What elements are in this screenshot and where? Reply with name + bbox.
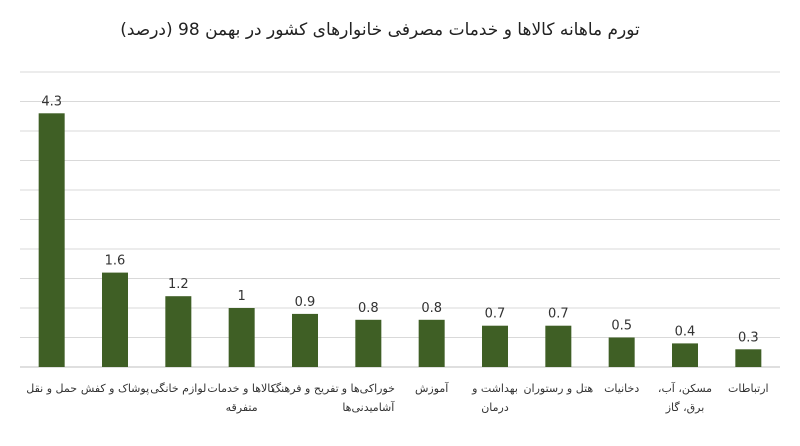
bar-value-label: 0.4 — [675, 324, 696, 339]
bar-value-label: 0.7 — [548, 307, 569, 322]
category-label: ارتباطات — [728, 382, 769, 395]
bar-value-label: 0.5 — [611, 319, 632, 334]
bar — [672, 343, 698, 367]
bar — [418, 319, 445, 367]
bar — [292, 313, 318, 367]
bar-value-label: 1.6 — [105, 254, 126, 269]
category-label: مسکن، آب، برق، گاز — [657, 382, 713, 414]
bars — [38, 113, 762, 367]
category-label: پوشاک و کفش — [80, 382, 150, 395]
chart-title: تورم ماهانه کالاها و خدمات مصرفی خانواره… — [120, 20, 640, 40]
bar-value-label: 0.3 — [738, 330, 759, 345]
bar-value-label: 0.8 — [421, 301, 442, 316]
bar-value-label: 0.8 — [358, 301, 379, 316]
bar — [482, 325, 508, 367]
bar — [355, 319, 382, 367]
bar-value-label: 0.9 — [295, 295, 316, 310]
bar — [735, 349, 762, 367]
bar-value-label: 0.7 — [485, 307, 506, 322]
category-label: دخانیات — [604, 382, 640, 395]
category-label: خوراکی‌ها و آشامیدنی‌ها — [341, 382, 395, 414]
category-label: لوازم خانگی — [150, 382, 207, 395]
bar — [545, 325, 572, 367]
bar-value-label: 1 — [238, 289, 246, 304]
bar — [228, 308, 255, 367]
category-label: تفریح و فرهنگ — [271, 382, 339, 395]
category-label: حمل و نقل — [26, 382, 78, 395]
bar — [102, 272, 128, 367]
bar-value-label: 4.3 — [41, 94, 62, 109]
bar — [608, 337, 635, 367]
category-label: کالاها و خدمات متفرقه — [207, 382, 276, 414]
category-label: بهداشت و درمان — [472, 382, 518, 414]
bar — [38, 113, 65, 367]
category-label: آموزش — [414, 382, 449, 395]
grid-lines — [20, 71, 780, 368]
category-label: هتل و رستوران — [523, 382, 594, 395]
value-labels: 4.3 1.6 1.2 1 0.9 0.8 0.8 0.7 0.7 0.5 0.4 0.3 — [41, 94, 758, 345]
bar-value-label: 1.2 — [168, 277, 189, 292]
bar — [165, 296, 192, 367]
